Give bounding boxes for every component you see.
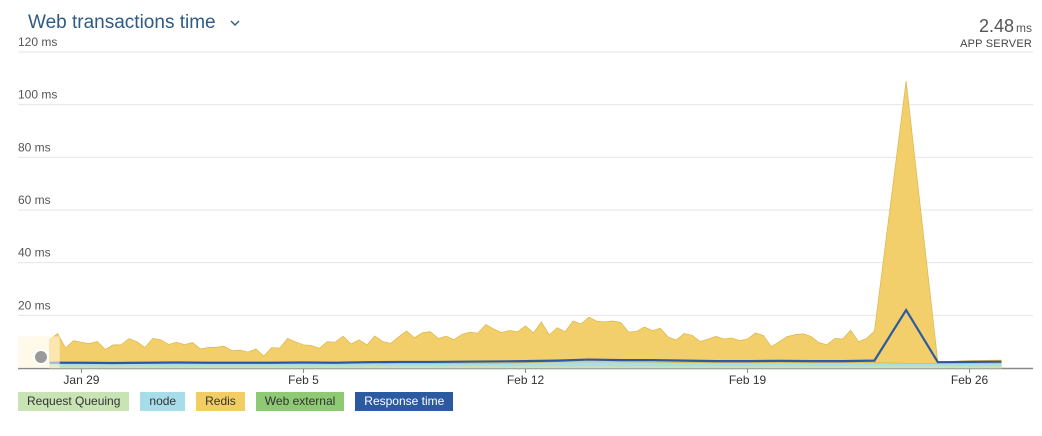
- y-tick-label-3: 80 ms: [18, 140, 51, 154]
- chevron-down-icon: [230, 20, 240, 26]
- legend-item-web-external[interactable]: Web external: [255, 392, 345, 411]
- legend-item-redis[interactable]: Redis: [196, 392, 245, 411]
- x-tick-label-4: Feb 26: [951, 373, 989, 387]
- x-tick-label-2: Feb 12: [507, 373, 545, 387]
- y-tick-label-4: 100 ms: [18, 88, 57, 102]
- summary-label: APP SERVER: [960, 38, 1032, 50]
- chart-legend: Request Queuing node Redis Web external Resp…: [18, 392, 454, 411]
- y-tick-label-2: 60 ms: [18, 193, 51, 207]
- chart-title: Web transactions time: [28, 12, 216, 33]
- area-series-redis[interactable]: [49, 80, 1002, 364]
- area-chart[interactable]: 20 ms 40 ms 60 ms 80 ms 100 ms 120 ms Jan 29 Fe…: [0, 0, 1042, 390]
- line-series-response-time[interactable]: [49, 307, 1002, 365]
- x-tick-label-0: Jan 29: [63, 373, 99, 387]
- chart-title-dropdown[interactable]: Web transactions time: [28, 12, 242, 34]
- summary-unit: ms: [1016, 21, 1032, 35]
- x-tick-label-3: Feb 19: [729, 373, 767, 387]
- scrubber-handle[interactable]: [33, 349, 49, 365]
- summary-value: 2.48: [978, 16, 1014, 36]
- legend-item-response-time[interactable]: Response time: [355, 392, 454, 411]
- y-tick-label-5: 120 ms: [18, 35, 57, 49]
- summary-metric: 2.48 ms APP SERVER: [960, 16, 1032, 50]
- legend-item-node[interactable]: node: [140, 392, 186, 411]
- y-tick-label-1: 40 ms: [18, 246, 51, 260]
- legend-item-request-queuing[interactable]: Request Queuing: [18, 392, 130, 411]
- x-tick-label-1: Feb 5: [288, 373, 319, 387]
- y-tick-label-0: 20 ms: [18, 298, 51, 312]
- chart-header: Web transactions time 2.48 ms APP SERVER: [0, 0, 1042, 50]
